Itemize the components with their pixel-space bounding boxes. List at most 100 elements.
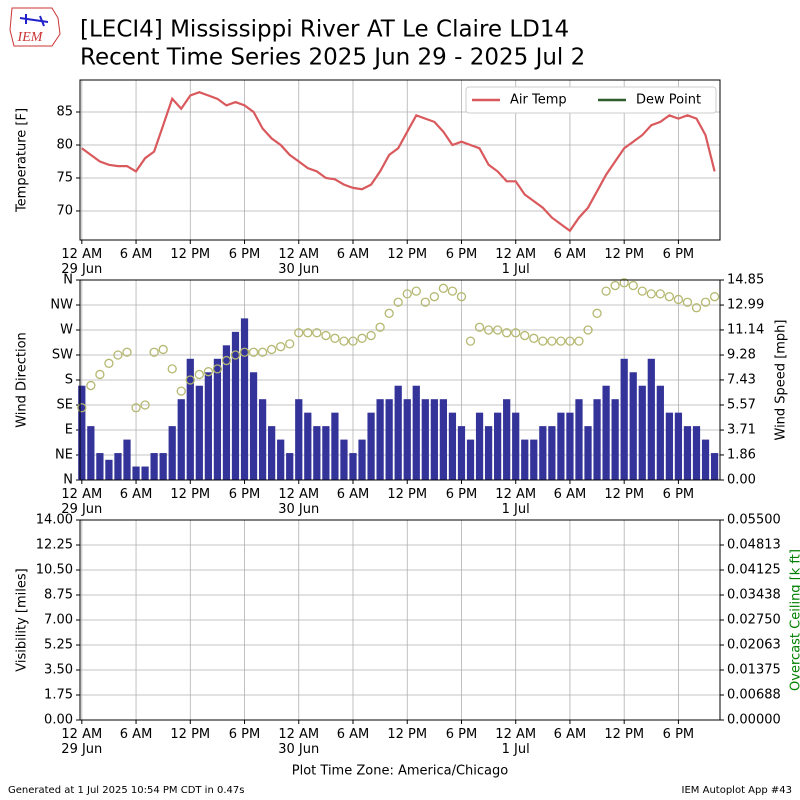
y2-tick-label: 12.99 bbox=[727, 298, 764, 313]
legend-box bbox=[465, 86, 717, 114]
x-tick-label: 12 AM 30 Jun bbox=[278, 727, 319, 757]
point bbox=[691, 303, 702, 313]
point bbox=[673, 294, 684, 305]
bar bbox=[159, 453, 167, 480]
bar bbox=[195, 385, 203, 480]
bar bbox=[277, 439, 285, 480]
x-tick-label: 6 AM bbox=[554, 247, 587, 262]
y-tick-label: E bbox=[65, 423, 73, 438]
point bbox=[230, 350, 241, 360]
bar bbox=[96, 453, 104, 480]
bar bbox=[376, 399, 384, 480]
bar bbox=[457, 426, 466, 480]
bar bbox=[150, 453, 158, 480]
bar bbox=[683, 426, 692, 480]
point bbox=[664, 292, 675, 302]
point bbox=[628, 280, 638, 291]
y-tick-label: SE bbox=[57, 398, 73, 413]
plot-frame bbox=[79, 279, 721, 481]
bar bbox=[575, 399, 583, 480]
x-tick-label: 12 PM bbox=[604, 727, 644, 742]
point bbox=[312, 328, 322, 338]
point bbox=[339, 336, 349, 346]
logo-lines bbox=[19, 14, 49, 27]
logo-text: IEM bbox=[17, 30, 44, 45]
y2-tick-label: 0.03438 bbox=[727, 588, 781, 603]
x-tick-label: 12 AM 1 Jul bbox=[495, 727, 536, 757]
x-tick-label: 12 PM bbox=[170, 247, 210, 262]
bar bbox=[530, 439, 538, 480]
point bbox=[655, 289, 665, 299]
x-tick-label: 12 PM bbox=[387, 727, 427, 742]
y-tick-label: 12.25 bbox=[36, 538, 73, 553]
point bbox=[348, 336, 358, 346]
bar bbox=[638, 385, 646, 480]
title: [LECI4] Mississippi River AT Le Claire L… bbox=[80, 17, 569, 43]
bar bbox=[141, 466, 149, 480]
y2-tick-label: 0.00000 bbox=[727, 713, 781, 728]
point bbox=[637, 286, 647, 296]
point bbox=[330, 333, 340, 343]
point bbox=[266, 344, 277, 355]
y2-tick-label: 5.57 bbox=[727, 397, 756, 412]
bar bbox=[78, 385, 86, 480]
bar bbox=[665, 412, 673, 480]
point bbox=[420, 297, 430, 307]
y2-tick-label: 0.04813 bbox=[727, 538, 781, 553]
x-axis-label: Plot Time Zone: America/Chicago bbox=[292, 764, 508, 779]
y-tick-label: 80 bbox=[56, 137, 73, 152]
bar bbox=[566, 412, 574, 480]
legend: Air Temp Dew Point bbox=[465, 86, 717, 114]
bar bbox=[629, 372, 637, 480]
point bbox=[104, 358, 114, 368]
bar bbox=[620, 358, 628, 480]
bar bbox=[503, 399, 511, 480]
bar bbox=[304, 412, 312, 480]
point bbox=[483, 325, 494, 335]
x-tick-label: 12 AM 29 Jun bbox=[61, 727, 102, 757]
point bbox=[474, 322, 485, 332]
y2-tick-label: 0.02750 bbox=[727, 613, 781, 628]
y-tick-label: 70 bbox=[56, 203, 73, 218]
bar bbox=[105, 459, 113, 480]
bar bbox=[268, 426, 276, 480]
bar bbox=[647, 358, 655, 480]
y-tick-label: N bbox=[63, 473, 73, 488]
x-tick-label: 12 AM 30 Jun bbox=[278, 247, 319, 277]
bar bbox=[412, 385, 420, 480]
logo: IEM bbox=[9, 7, 61, 47]
point bbox=[583, 325, 593, 335]
bar bbox=[222, 345, 231, 480]
bar bbox=[466, 439, 475, 480]
x-tick-label: 6 PM bbox=[446, 487, 477, 502]
x-tick-label: 12 PM bbox=[604, 247, 644, 262]
point bbox=[95, 369, 105, 380]
point bbox=[77, 403, 87, 413]
point bbox=[285, 339, 295, 349]
y2-tick-label: 14.85 bbox=[727, 273, 764, 288]
y-tick-label: S bbox=[65, 373, 73, 388]
point bbox=[366, 330, 376, 341]
y2-tick-label: 3.71 bbox=[727, 423, 756, 438]
x-tick-label: 12 PM bbox=[604, 487, 644, 502]
y2-axis-label: Wind Speed [mph] bbox=[774, 320, 789, 441]
bar bbox=[403, 399, 411, 480]
point bbox=[276, 342, 286, 352]
x-tick-label: 6 AM bbox=[337, 247, 370, 262]
x-tick-label: 6 PM bbox=[663, 487, 694, 502]
bar bbox=[494, 412, 502, 480]
footer-right: IEM Autoplot App #43 bbox=[682, 785, 792, 796]
bar bbox=[249, 372, 258, 480]
bar bbox=[240, 318, 249, 480]
x-tick-label: 6 AM bbox=[554, 487, 587, 502]
y-axis-label: Wind Direction bbox=[15, 332, 30, 428]
bar bbox=[602, 385, 610, 480]
bar bbox=[331, 412, 339, 480]
y-tick-label: 5.25 bbox=[44, 638, 73, 653]
point bbox=[176, 386, 186, 396]
point bbox=[185, 375, 195, 385]
x-tick-label: 12 AM 29 Jun bbox=[61, 487, 102, 517]
point bbox=[384, 308, 394, 318]
bar bbox=[701, 439, 710, 480]
y2-tick-label: 0.02063 bbox=[727, 638, 781, 653]
